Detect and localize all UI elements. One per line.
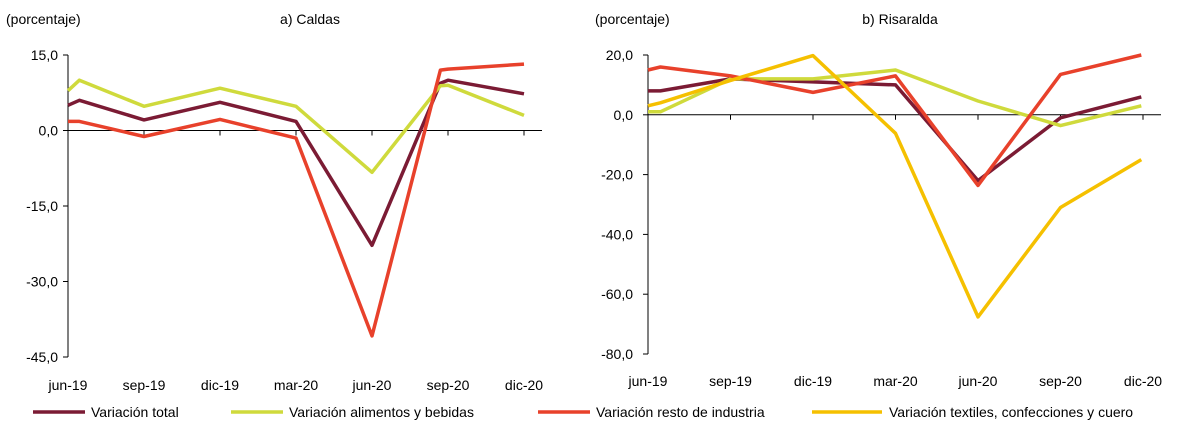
legend: Variación total Variación alimentos y beb… [33,404,1133,420]
panel-a-x-tick-label: jun-19 [48,377,88,393]
panel-a-title: a) Caldas [280,11,340,27]
legend-label-4: Variación textiles, confecciones y cuero [889,404,1133,420]
panel-b-unit-label: (porcentaje) [595,11,670,27]
panel-b-x-tick-label: dic-20 [1124,373,1162,389]
panel-caldas: (porcentaje) a) Caldas 15,0 0,0 -15,0 -30,0… [6,11,543,393]
panel-a-series-line-1 [67,78,525,248]
panel-a-y-tick-label: -45,0 [26,349,58,365]
panel-a-x-tick-label: dic-20 [505,377,543,393]
panel-b-x-tick-label: sep-20 [1039,373,1082,389]
panel-a-series-line-2 [66,78,525,175]
panel-a-x-tick-label: mar-20 [274,377,319,393]
panel-a-x-tick-label: dic-19 [201,377,239,393]
panel-b-y-tick-label: -80,0 [601,346,633,362]
panel-a-unit-label: (porcentaje) [6,11,81,27]
legend-label-3: Variación resto de industria [596,404,765,420]
panel-b-x-tick-label: jun-19 [628,373,668,389]
panel-b-series-line-3 [647,53,1142,188]
panel-b-y-tick-label: -60,0 [601,286,633,302]
panel-b-y-tick-label: -20,0 [601,167,633,183]
panel-risaralda: (porcentaje) b) Risaralda 20,0 0,0 -20,0 -4… [595,11,1162,389]
panel-b-series-line-4 [647,53,1143,319]
panel-b-x-tick-label: jun-20 [958,373,998,389]
panel-b-x-tick-label: sep-19 [709,373,752,389]
panel-a-y-tick-label: -15,0 [26,198,58,214]
panel-a-y-tick-label: 15,0 [31,47,58,63]
legend-label-1: Variación total [91,404,179,420]
panel-b-series-line-2 [648,68,1142,128]
panel-a-x-tick-label: sep-19 [123,377,166,393]
panel-b-title: b) Risaralda [862,11,938,27]
panel-a-y-tick-label: -30,0 [26,274,58,290]
panel-a-y-tick-label: 0,0 [39,123,59,139]
panel-b-y-tick-label: -40,0 [601,226,633,242]
panel-b-x-tick-label: dic-19 [794,373,832,389]
panel-b-y-tick-label: 20,0 [606,47,633,63]
panel-b-series-line-1 [648,77,1142,183]
legend-label-2: Variación alimentos y bebidas [289,404,474,420]
panel-a-x-tick-label: jun-20 [352,377,392,393]
panel-b-x-tick-label: mar-20 [873,373,918,389]
panel-b-y-tick-label: 0,0 [614,107,634,123]
panel-a-series-line-3 [68,62,525,338]
panel-a-x-tick-label: sep-20 [427,377,470,393]
